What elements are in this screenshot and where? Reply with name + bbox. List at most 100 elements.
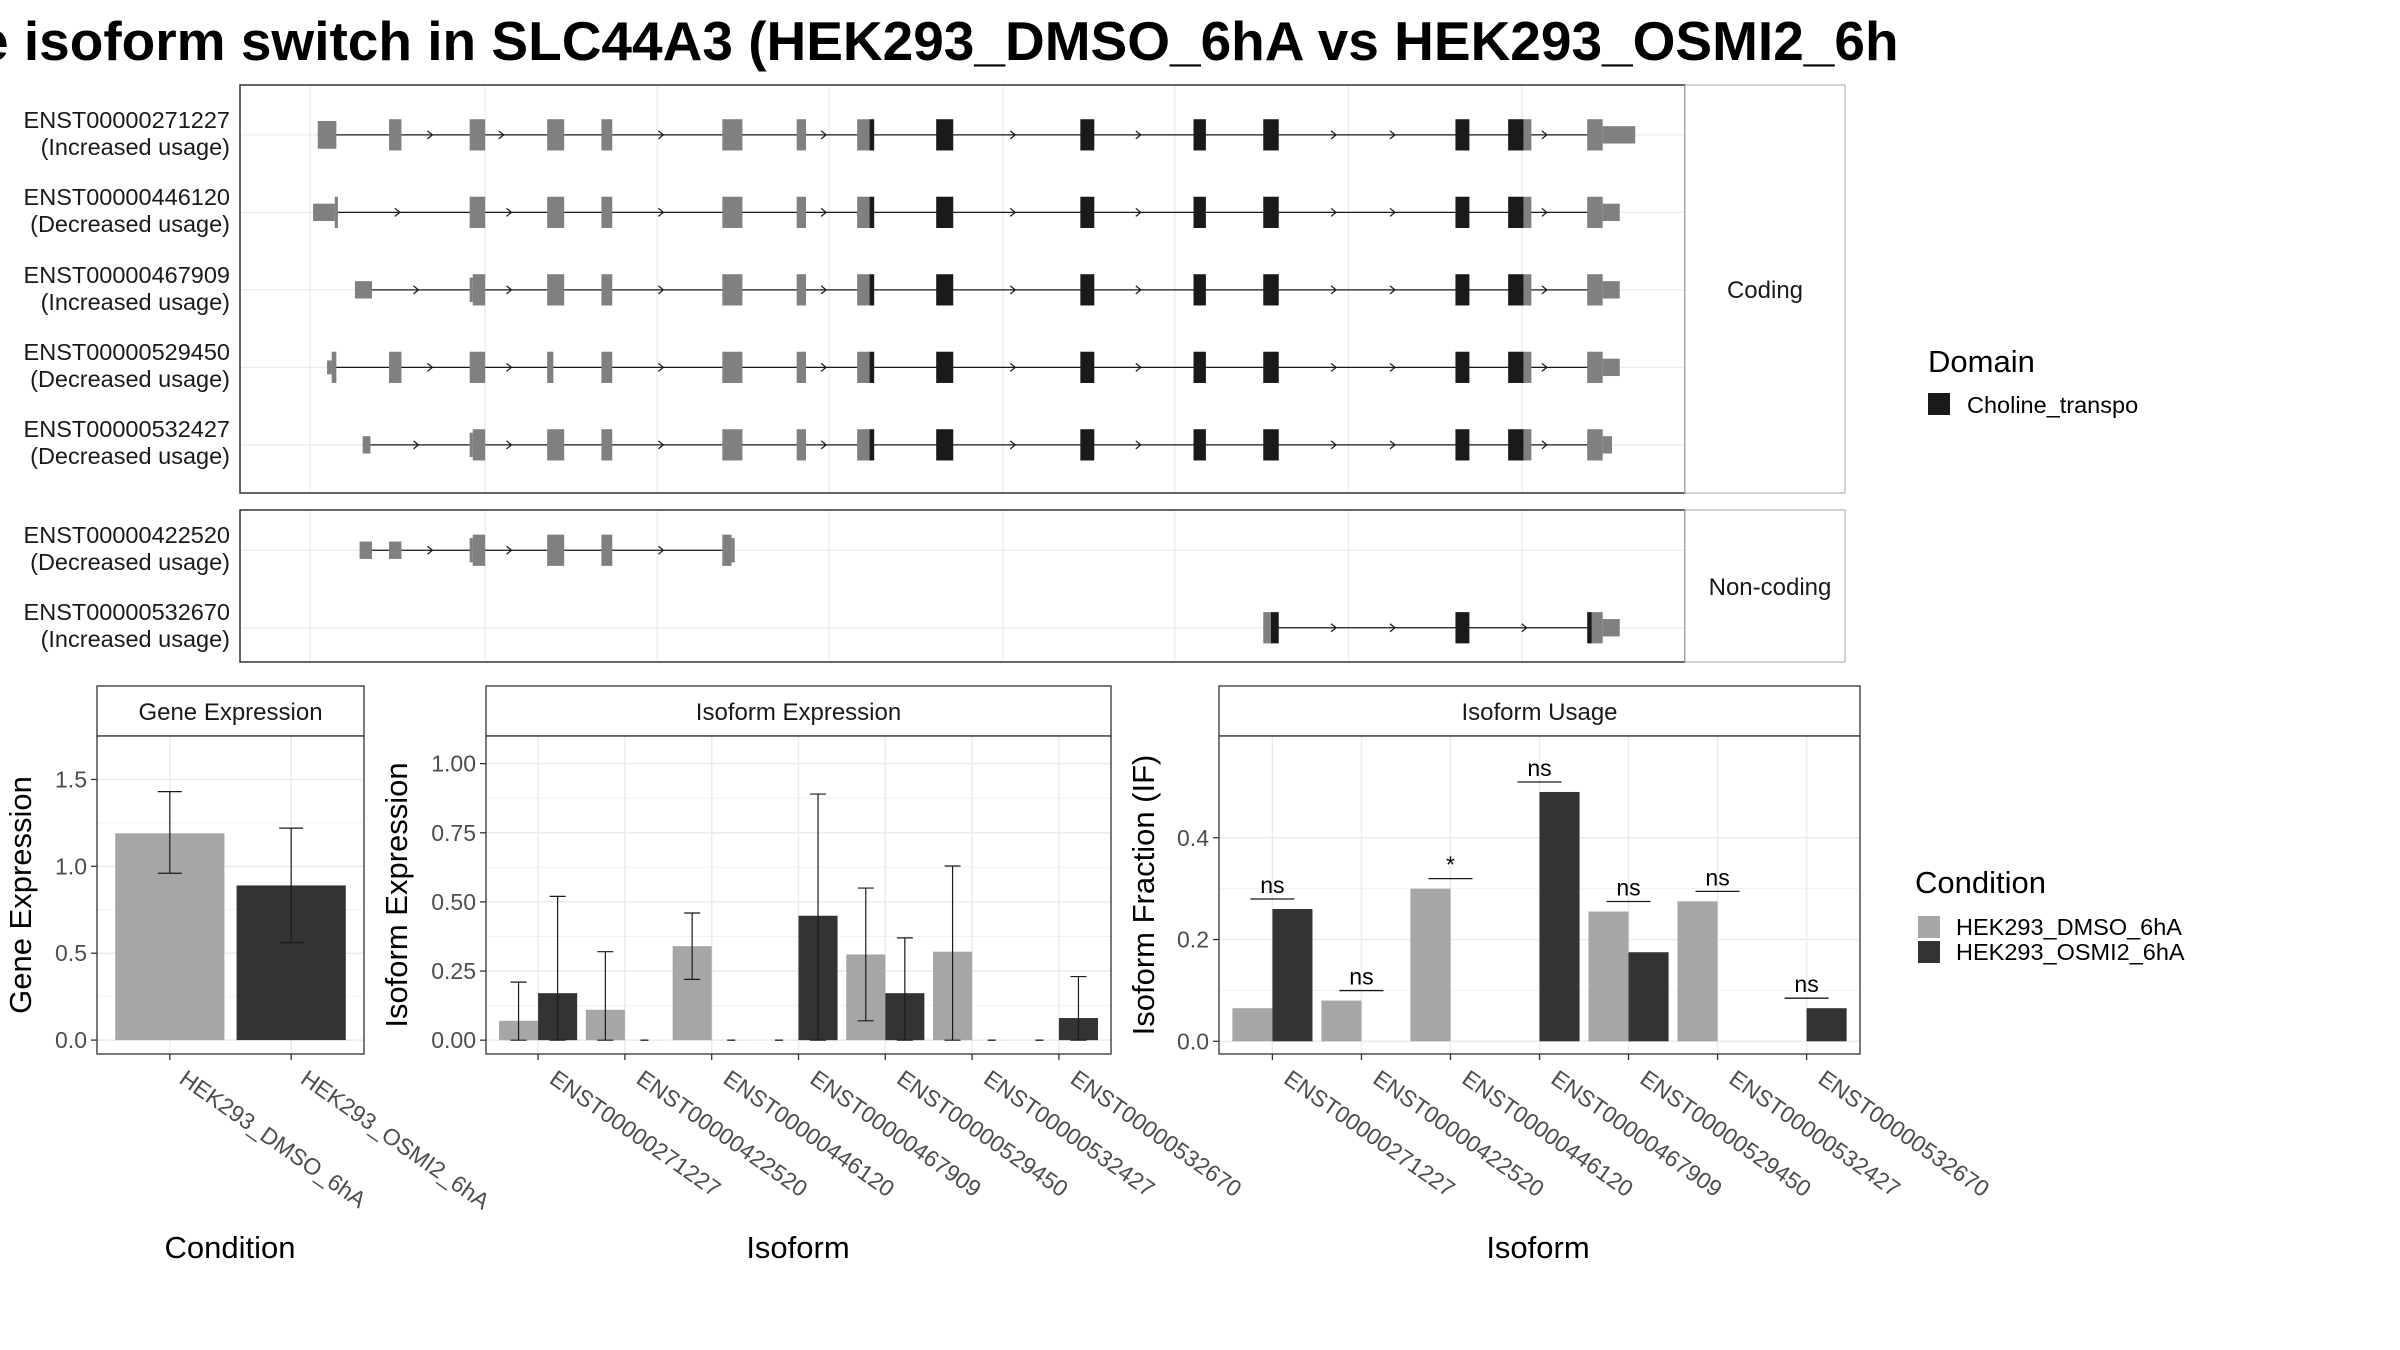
exon <box>469 538 473 563</box>
domain-exon <box>869 196 875 228</box>
isoform-label-id: ENST00000529450 <box>24 339 230 365</box>
domain-exon <box>1263 196 1279 228</box>
exon <box>1587 119 1603 151</box>
domain-exon <box>869 274 875 306</box>
significance-label: ns <box>1349 964 1373 990</box>
bar <box>1410 888 1451 1042</box>
direction-arrow <box>506 285 513 295</box>
significance-label: ns <box>1527 755 1551 781</box>
exon <box>472 534 486 566</box>
exon <box>601 429 613 461</box>
domain-exon <box>1508 119 1524 151</box>
direction-arrow <box>1389 285 1396 295</box>
direction-arrow <box>1330 207 1338 217</box>
exon <box>472 274 486 306</box>
y-tick-label: 0.25 <box>431 958 476 984</box>
exon <box>1591 612 1603 644</box>
exon <box>331 351 337 383</box>
exon <box>1587 429 1603 461</box>
direction-arrow <box>1009 285 1017 295</box>
direction-arrow <box>658 285 665 295</box>
domain-legend-title: Domain <box>1928 344 2035 379</box>
isoform-label-usage: (Decreased usage) <box>30 443 230 469</box>
exon <box>722 429 743 461</box>
x-tick-label: HEK293_OSMI2_6hA <box>296 1065 495 1215</box>
direction-arrow <box>1135 130 1142 140</box>
exon <box>857 351 870 383</box>
domain-exon <box>1587 612 1592 644</box>
y-tick-label: 0.2 <box>1177 927 1209 953</box>
direction-arrow <box>1389 130 1396 140</box>
direction-arrow <box>427 362 434 372</box>
direction-arrow <box>1389 440 1396 450</box>
exon <box>857 119 870 151</box>
exon <box>1587 274 1603 306</box>
direction-arrow <box>1330 623 1338 633</box>
exon <box>469 196 486 228</box>
direction-arrow <box>1330 285 1338 295</box>
exon <box>1523 274 1532 306</box>
exon <box>601 196 613 228</box>
domain-exon <box>1508 274 1524 306</box>
domain-exon <box>1455 119 1470 151</box>
noncoding-structure-panel: Non-coding <box>239 509 1846 663</box>
direction-arrow <box>413 440 420 450</box>
y-tick-label: 0.5 <box>55 940 87 966</box>
direction-arrow <box>1009 207 1017 217</box>
exon <box>796 351 806 383</box>
significance-label: ns <box>1616 875 1640 901</box>
direction-arrow <box>506 440 513 450</box>
domain-exon <box>1080 274 1095 306</box>
direction-arrow <box>506 362 513 372</box>
domain-exon <box>869 351 875 383</box>
exon <box>547 196 565 228</box>
direction-arrow <box>658 207 665 217</box>
exon <box>1523 351 1532 383</box>
exon <box>1523 196 1532 228</box>
exon <box>722 119 743 151</box>
structure-isoform-labels: ENST00000271227 (Increased usage) ENST00… <box>24 107 230 652</box>
noncoding-transcripts <box>359 534 1620 644</box>
direction-arrow <box>1009 362 1017 372</box>
direction-arrow <box>1135 207 1142 217</box>
x-axis-title: Isoform <box>746 1230 849 1265</box>
y-tick-label: 0.00 <box>431 1027 476 1053</box>
exon <box>722 274 743 306</box>
domain-exon <box>1455 351 1470 383</box>
y-tick-label: 1.0 <box>55 853 87 879</box>
y-axis-title: Gene Expression <box>3 776 38 1014</box>
exon <box>469 119 486 151</box>
domain-exon <box>1263 429 1279 461</box>
domain-exon <box>936 351 954 383</box>
direction-arrow <box>1541 440 1548 450</box>
exon <box>389 541 402 559</box>
plot-border <box>96 735 365 1055</box>
domain-exon <box>1080 429 1095 461</box>
domain-exon <box>869 119 875 151</box>
isoform-label-usage: (Increased usage) <box>41 289 230 315</box>
direction-arrow <box>1389 362 1396 372</box>
exon <box>601 274 613 306</box>
domain-exon <box>1263 119 1279 151</box>
y-tick-label: 1.00 <box>431 751 476 777</box>
bar <box>1628 952 1669 1042</box>
direction-arrow <box>1389 623 1396 633</box>
exon <box>362 436 371 454</box>
direction-arrow <box>1009 130 1017 140</box>
domain-exon <box>936 119 954 151</box>
isoform-label-usage: (Decreased usage) <box>30 211 230 237</box>
direction-arrow <box>1330 362 1338 372</box>
exon <box>857 429 870 461</box>
exon <box>469 277 473 303</box>
direction-arrow <box>1541 362 1548 372</box>
direction-arrow <box>820 440 828 450</box>
direction-arrow <box>427 545 434 555</box>
exon <box>796 429 806 461</box>
exon <box>472 429 486 461</box>
exon <box>857 274 870 306</box>
exon <box>1602 281 1620 299</box>
y-axis-title: Isoform Expression <box>379 762 414 1027</box>
domain-exon <box>936 196 954 228</box>
exon <box>469 351 486 383</box>
domain-exon <box>1508 429 1524 461</box>
